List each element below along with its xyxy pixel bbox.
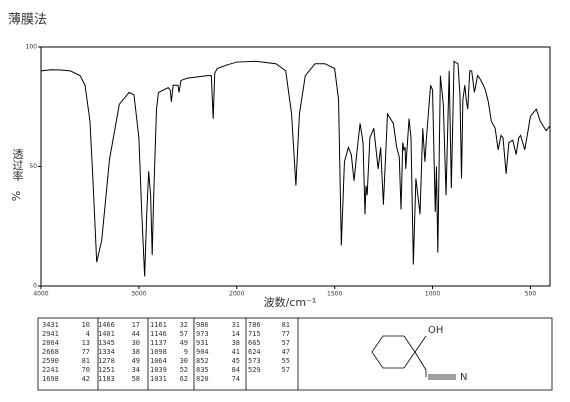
peak-wavenumber: 786 xyxy=(248,321,261,329)
peak-transmittance: 4 xyxy=(86,330,90,338)
ring xyxy=(371,335,416,369)
peak-transmittance: 62 xyxy=(180,375,188,383)
peak-transmittance: 81 xyxy=(282,321,290,329)
peak-transmittance: 44 xyxy=(132,330,140,338)
title: 薄膜法 xyxy=(8,13,47,28)
peak-transmittance: 38 xyxy=(232,339,240,347)
peak-wavenumber: 1064 xyxy=(150,357,167,365)
peak-transmittance: 32 xyxy=(180,321,188,329)
peak-transmittance: 74 xyxy=(232,375,240,383)
peak-wavenumber: 2590 xyxy=(42,357,59,365)
x-tick-label: 1500 xyxy=(327,291,342,298)
y-tick-label: 0 xyxy=(33,283,37,290)
y-axis-unit: % xyxy=(10,191,23,201)
peak-wavenumber: 1334 xyxy=(98,348,115,356)
peak-transmittance: 49 xyxy=(132,357,140,365)
x-axis-label: 波数/cm⁻¹ xyxy=(264,296,317,309)
peak-wavenumber: 986 xyxy=(196,321,209,329)
x-tick-label: 3000 xyxy=(131,291,146,298)
peak-wavenumber: 973 xyxy=(196,330,209,338)
peak-wavenumber: 1098 xyxy=(150,348,167,356)
peak-wavenumber: 3431 xyxy=(42,321,59,329)
peak-transmittance: 57 xyxy=(282,366,290,374)
peak-transmittance: 30 xyxy=(132,339,140,347)
peak-wavenumber: 904 xyxy=(196,348,209,356)
peak-transmittance: 14 xyxy=(232,330,240,338)
peak-wavenumber: 1146 xyxy=(150,330,167,338)
peak-wavenumber: 2241 xyxy=(42,366,59,374)
peak-wavenumber: 715 xyxy=(248,330,261,338)
table-frame xyxy=(37,317,553,391)
peak-transmittance: 31 xyxy=(232,321,240,329)
peak-transmittance: 49 xyxy=(180,339,188,347)
x-tick-label: 1000 xyxy=(425,291,440,298)
atom-label: N xyxy=(460,372,467,383)
peak-transmittance: 47 xyxy=(282,348,290,356)
peak-transmittance: 17 xyxy=(132,321,140,329)
x-tick-label: 4000 xyxy=(33,291,48,298)
peak-wavenumber: 529 xyxy=(248,366,261,374)
bond xyxy=(414,351,427,371)
peak-transmittance: 34 xyxy=(132,366,140,374)
peak-wavenumber: 2941 xyxy=(42,330,59,338)
peak-wavenumber: 1278 xyxy=(98,357,115,365)
peak-transmittance: 55 xyxy=(282,357,290,365)
peak-transmittance: 77 xyxy=(282,330,290,338)
peak-transmittance: 9 xyxy=(184,348,188,356)
y-tick-label: 100 xyxy=(26,44,38,51)
peak-wavenumber: 2668 xyxy=(42,348,59,356)
peak-transmittance: 38 xyxy=(132,348,140,356)
peak-wavenumber: 1466 xyxy=(98,321,115,329)
peak-transmittance: 41 xyxy=(232,348,240,356)
peak-wavenumber: 1183 xyxy=(98,375,115,383)
y-tick-label: 50 xyxy=(29,163,37,170)
peak-transmittance: 84 xyxy=(232,366,240,374)
peak-wavenumber: 1031 xyxy=(150,375,167,383)
peak-wavenumber: 624 xyxy=(248,348,261,356)
peak-transmittance: 77 xyxy=(82,348,90,356)
peak-wavenumber: 820 xyxy=(196,375,209,383)
peak-wavenumber: 665 xyxy=(248,339,261,347)
peak-transmittance: 57 xyxy=(180,330,188,338)
peak-wavenumber: 1161 xyxy=(150,321,167,329)
structure xyxy=(371,335,456,380)
peak-wavenumber: 835 xyxy=(196,366,209,374)
x-tick-label: 500 xyxy=(525,291,537,298)
peak-wavenumber: 1137 xyxy=(150,339,167,347)
peak-transmittance: 45 xyxy=(232,357,240,365)
peak-wavenumber: 1251 xyxy=(98,366,115,374)
peak-wavenumber: 1698 xyxy=(42,375,59,383)
y-axis-label: 透过率 xyxy=(11,148,24,182)
peak-wavenumber: 852 xyxy=(196,357,209,365)
peak-transmittance: 81 xyxy=(82,357,90,365)
peak-wavenumber: 1039 xyxy=(150,366,167,374)
peak-transmittance: 58 xyxy=(132,375,140,383)
peak-transmittance: 57 xyxy=(282,339,290,347)
peak-transmittance: 42 xyxy=(82,375,90,383)
peak-transmittance: 52 xyxy=(180,366,188,374)
peak-wavenumber: 2864 xyxy=(42,339,59,347)
atom-label: OH xyxy=(428,325,443,336)
peak-transmittance: 70 xyxy=(82,366,90,374)
peak-transmittance: 30 xyxy=(180,357,188,365)
peak-wavenumber: 1401 xyxy=(98,330,115,338)
peak-wavenumber: 573 xyxy=(248,357,261,365)
peak-transmittance: 10 xyxy=(82,321,90,329)
peak-wavenumber: 1345 xyxy=(98,339,115,347)
x-tick-label: 2000 xyxy=(229,291,244,298)
peak-wavenumber: 931 xyxy=(196,339,209,347)
spectrum-line xyxy=(40,60,551,277)
bond xyxy=(414,335,427,353)
peak-transmittance: 13 xyxy=(82,339,90,347)
